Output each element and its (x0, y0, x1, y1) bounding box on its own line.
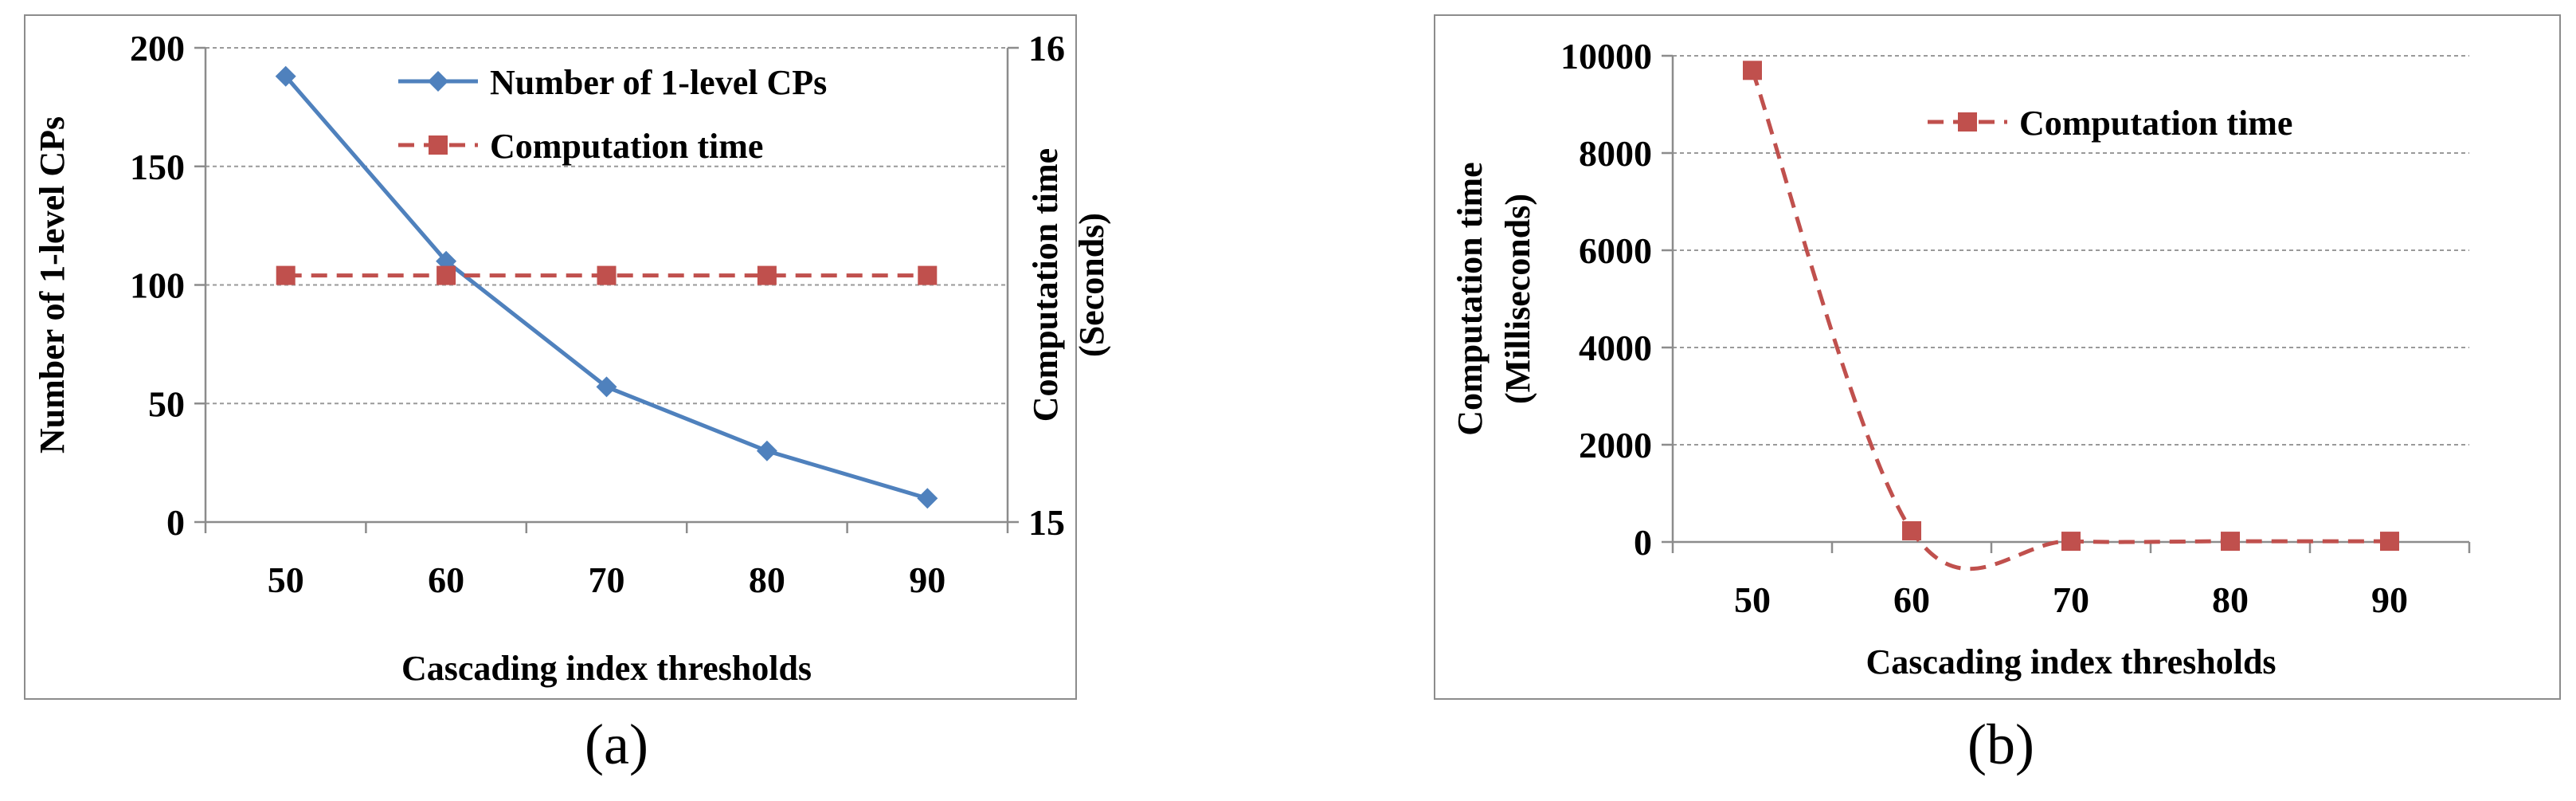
y2-tick-label: 15 (1028, 502, 1065, 543)
caption-a: (a) (585, 713, 648, 776)
y-tick-label: 4000 (1579, 328, 1652, 368)
data-point (275, 65, 296, 87)
y-tick-label: 150 (130, 147, 185, 187)
data-point (918, 265, 938, 285)
y-tick-label: 200 (130, 28, 185, 69)
x-tick-label: 60 (1893, 579, 1930, 620)
x-tick-label: 90 (909, 560, 945, 600)
y2-axis-title-line2: (Seconds) (1072, 213, 1111, 357)
legend-label: Number of 1-level CPs (490, 63, 827, 102)
x-tick-label: 50 (1734, 579, 1771, 620)
y2-axis-title-line1: Computation time (1026, 148, 1065, 422)
x-tick-label: 80 (2212, 579, 2249, 620)
legend-swatch-marker (429, 135, 448, 155)
x-tick-label: 70 (2053, 579, 2089, 620)
data-point (1902, 520, 1921, 540)
y-axis-title-line1: Computation time (1450, 162, 1490, 435)
legend-label: Computation time (490, 127, 763, 166)
chart-a-frame (24, 14, 1077, 700)
data-point (2221, 532, 2240, 552)
x-tick-label: 90 (2371, 579, 2408, 620)
chart-b-frame (1434, 14, 2561, 700)
data-point (1743, 61, 1762, 80)
y-tick-label: 0 (166, 502, 185, 543)
series-line-0 (1750, 69, 2390, 571)
data-point (597, 265, 617, 285)
x-tick-label: 60 (428, 560, 464, 600)
data-point (437, 265, 456, 285)
legend-label: Computation time (2019, 104, 2292, 143)
data-point (757, 265, 777, 285)
data-point (756, 440, 777, 461)
data-point (2061, 532, 2081, 552)
data-point (2380, 532, 2399, 552)
x-axis-title: Cascading index thresholds (401, 649, 812, 688)
y-tick-label: 100 (130, 265, 185, 306)
data-point (596, 376, 617, 398)
x-tick-label: 50 (268, 560, 304, 600)
y-tick-label: 0 (1634, 522, 1652, 563)
caption-b: (b) (1967, 713, 2034, 776)
y-tick-label: 8000 (1579, 133, 1652, 174)
x-tick-label: 70 (589, 560, 625, 600)
data-point (276, 265, 296, 285)
data-point (917, 488, 938, 509)
y-tick-label: 10000 (1560, 36, 1652, 77)
y-tick-label: 50 (148, 383, 185, 424)
y-tick-label: 2000 (1579, 425, 1652, 465)
legend-swatch-marker (1958, 112, 1977, 132)
y-tick-label: 6000 (1579, 230, 1652, 271)
y-axis-title-line2: (Milliseconds) (1498, 194, 1537, 404)
y-axis-title: Number of 1-level CPs (33, 116, 72, 454)
y2-tick-label: 16 (1028, 28, 1065, 69)
x-tick-label: 80 (749, 560, 785, 600)
legend-swatch-marker (428, 71, 448, 92)
x-axis-title: Cascading index thresholds (1865, 642, 2276, 681)
